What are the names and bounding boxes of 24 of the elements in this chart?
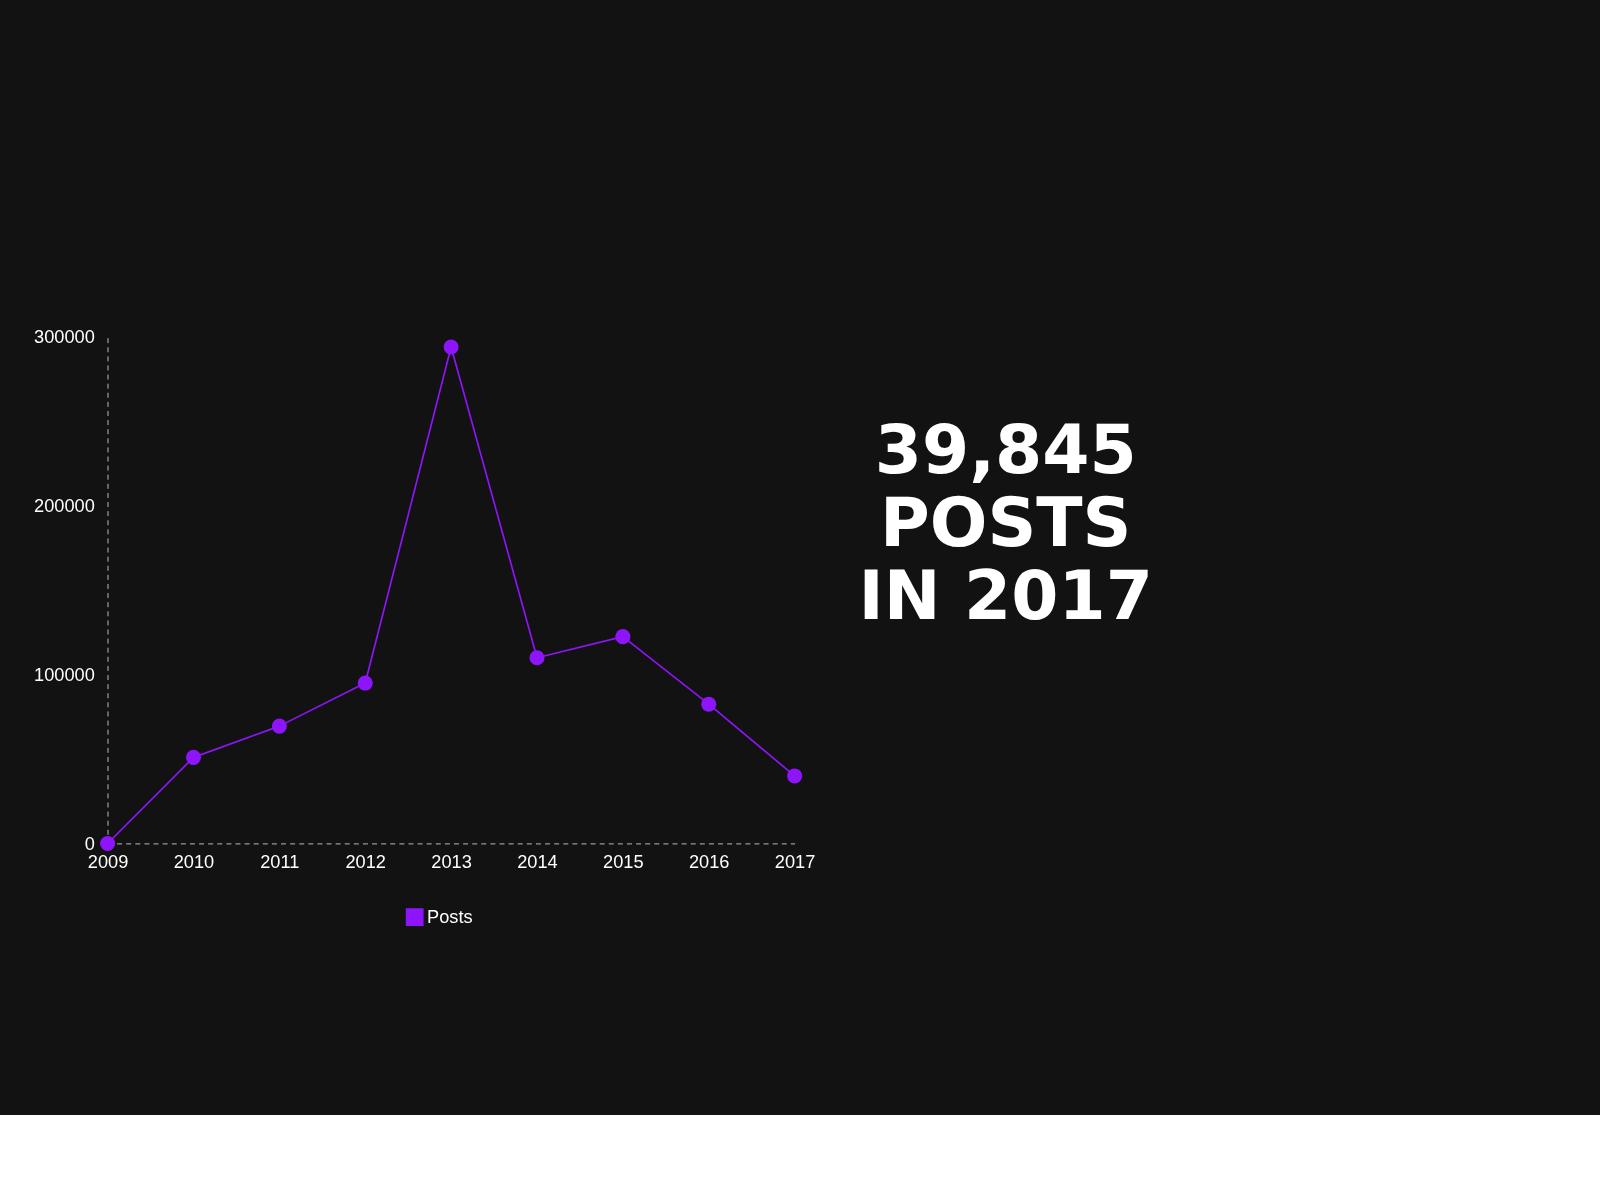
point — [357, 675, 373, 691]
y-tick-label: 100000 — [34, 664, 95, 685]
x-tick-label: 2009 — [87, 851, 129, 872]
x-tick-label: 2010 — [173, 851, 215, 872]
x-tick-label: 2015 — [603, 851, 644, 872]
x-tick-label: 2012 — [345, 851, 386, 872]
legend-label: Posts — [427, 906, 473, 927]
point — [271, 718, 287, 734]
y-tick-label: 200000 — [34, 495, 95, 516]
text: 39,845 POSTS IN 2017 — [858, 410, 1153, 636]
y-tick-label: 0 — [84, 833, 95, 854]
x-tick-label: 2014 — [517, 851, 558, 872]
point — [529, 650, 545, 666]
x-tick-label: 2013 — [431, 851, 472, 872]
x-tick-label: 2017 — [774, 851, 816, 872]
point — [185, 749, 201, 765]
point — [443, 339, 459, 355]
x-tick-label: 2011 — [260, 851, 300, 872]
x-tick-label: 2016 — [688, 851, 730, 872]
point — [701, 696, 717, 712]
y-tick-label: 300000 — [34, 327, 95, 348]
point — [787, 768, 803, 784]
point — [100, 835, 116, 851]
point — [615, 629, 631, 645]
